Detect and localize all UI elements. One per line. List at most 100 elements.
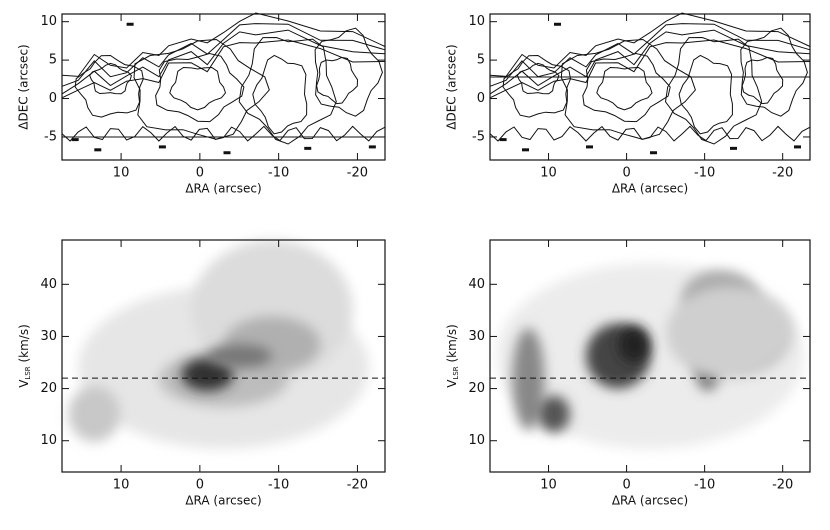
contour-line [316, 56, 359, 105]
y-axis-label: ΔDEC (arcsec) [17, 44, 31, 129]
contour-blob [223, 151, 231, 155]
y-tick-label: -5 [472, 129, 485, 144]
x-tick-label: 10 [540, 478, 557, 493]
y-axis-label-main: V [17, 379, 31, 388]
contour-line [238, 36, 337, 145]
y-tick-label: 0 [49, 91, 57, 106]
contour-line [560, 38, 696, 140]
plot-image [496, 263, 804, 449]
contour-line [155, 52, 245, 123]
y-tick-label: 5 [49, 53, 57, 68]
y-axis-label-unit: (km/s) [445, 324, 459, 366]
plot-image [68, 240, 369, 449]
y-tick-label: 20 [40, 381, 57, 396]
intensity-blob [538, 395, 570, 433]
y-tick-label: 30 [40, 329, 57, 344]
contour-blob [730, 146, 737, 150]
y-axis-label-sub: LSR [24, 366, 32, 379]
contour-line [489, 12, 811, 77]
x-tick-label: 10 [540, 166, 557, 181]
plot-frame [61, 239, 386, 473]
contour-line [664, 36, 763, 145]
intensity-blob [68, 386, 121, 442]
intensity-blob [666, 286, 794, 380]
contour-line [252, 54, 308, 135]
y-axis-label: VLSR (km/s) [445, 324, 461, 388]
y-tick-label: 10 [40, 433, 57, 448]
intensity-blob [181, 358, 234, 391]
x-tick-label: 0 [196, 166, 204, 181]
contour-line [169, 66, 227, 111]
contour-blob [522, 148, 529, 152]
plot-image [489, 12, 811, 155]
contour-line [133, 38, 270, 140]
contour-blob [650, 151, 657, 155]
contour-line [489, 125, 811, 142]
x-tick-label: -10 [694, 478, 715, 493]
y-axis-label-unit: (km/s) [17, 324, 31, 366]
plot-frame [489, 13, 811, 161]
y-tick-label: 20 [468, 381, 485, 396]
contour-line [489, 39, 811, 99]
contour-blob [368, 145, 376, 149]
x-axis-label: ΔRA (arcsec) [612, 494, 688, 508]
contour-blob [94, 148, 102, 152]
x-tick-label: 10 [113, 166, 130, 181]
contour-line [61, 29, 386, 95]
x-axis-label: ΔRA (arcsec) [185, 494, 261, 508]
x-tick-label: -20 [347, 166, 368, 181]
contour-line [489, 29, 811, 95]
x-tick-label: -20 [347, 478, 368, 493]
contour-line [516, 62, 560, 95]
y-tick-label: 40 [468, 277, 485, 292]
contour-blob [71, 138, 79, 142]
contour-line [61, 23, 386, 87]
x-tick-label: -20 [772, 166, 793, 181]
y-axis-label-main: V [445, 379, 459, 388]
y-axis-label: ΔDEC (arcsec) [445, 44, 459, 129]
x-tick-label: 0 [196, 478, 204, 493]
contour-line [502, 54, 572, 118]
y-tick-label: 0 [477, 91, 485, 106]
contour-line [61, 125, 386, 142]
y-axis-label-sub: LSR [452, 366, 460, 379]
x-tick-label: -10 [694, 166, 715, 181]
y-tick-label: 10 [468, 14, 485, 29]
x-axis-label: ΔRA (arcsec) [612, 182, 688, 196]
contour-blob [586, 145, 593, 149]
x-tick-label: -20 [772, 478, 793, 493]
contour-line [678, 54, 733, 135]
contour-blob [126, 22, 134, 26]
contour-line [741, 56, 784, 105]
plot-frame [61, 13, 386, 161]
contour-line [74, 54, 144, 118]
x-tick-label: 0 [622, 166, 630, 181]
contour-line [740, 27, 808, 117]
contour-blob [794, 145, 801, 149]
intensity-blob [618, 325, 650, 363]
contour-blob [158, 145, 166, 149]
contour-line [61, 39, 386, 99]
x-tick-label: -10 [268, 166, 289, 181]
y-tick-label: 10 [468, 433, 485, 448]
contour-line [596, 66, 653, 111]
contour-line [61, 12, 386, 77]
y-axis-label: VLSR (km/s) [17, 324, 33, 388]
plot-frame [489, 239, 811, 473]
contour-blob [499, 138, 507, 142]
plot-image [61, 12, 386, 155]
x-tick-label: -10 [268, 478, 289, 493]
intensity-blob [207, 344, 272, 368]
intensity-blob [512, 328, 545, 431]
y-tick-label: 30 [468, 329, 485, 344]
y-tick-label: 40 [40, 277, 57, 292]
y-tick-label: 5 [477, 53, 485, 68]
contour-blob [304, 146, 312, 150]
contour-line [582, 52, 671, 123]
contour-line [314, 27, 383, 117]
x-tick-label: 10 [113, 478, 130, 493]
contour-line [489, 23, 811, 87]
x-tick-label: 0 [622, 478, 630, 493]
y-tick-label: -5 [44, 129, 57, 144]
